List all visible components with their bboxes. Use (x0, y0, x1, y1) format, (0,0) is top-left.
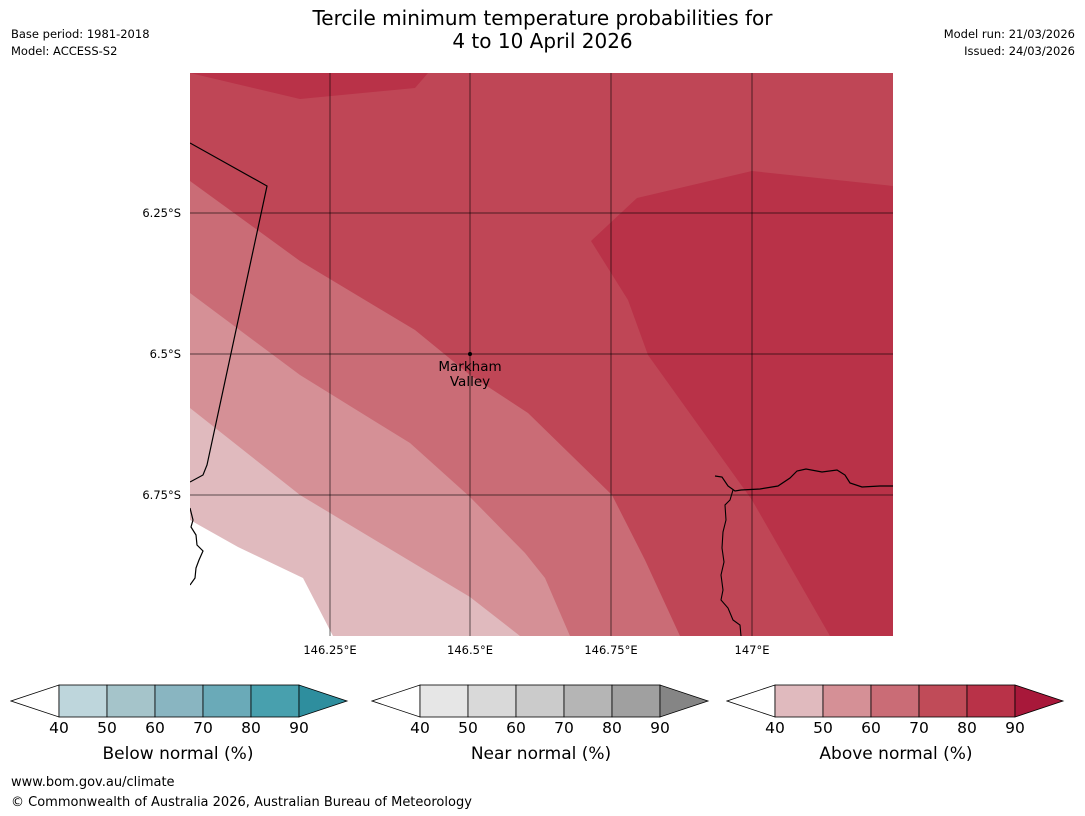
colorbar-segment (154, 684, 204, 718)
colorbar-max-extension (659, 684, 710, 718)
place-label-markham-valley: Markham Valley (420, 360, 520, 390)
colorbar-segment (774, 684, 824, 718)
tick-label: 40 (410, 719, 430, 737)
colorbar-min-extension (726, 684, 776, 718)
colorbar-min-extension (371, 684, 421, 718)
tick-label: 90 (289, 719, 309, 737)
tick-label: 80 (602, 719, 622, 737)
lon-label-4: 147°E (734, 643, 770, 657)
model-run: Model run: 21/03/2026 (943, 27, 1075, 41)
tick-label: 70 (554, 719, 574, 737)
colorbar-segment (563, 684, 613, 718)
base-period: Base period: 1981-2018 (11, 27, 150, 41)
tick-label: 50 (813, 719, 833, 737)
colorbar-segment (870, 684, 920, 718)
legend-near-label: Near normal (%) (470, 744, 612, 764)
place-label-line-2: Valley (449, 374, 491, 390)
meta-left: Base period: 1981-2018 Model: ACCESS-S2 (11, 26, 150, 60)
lat-label-2: 6.5°S (149, 347, 181, 361)
colorbar-segment (419, 684, 469, 718)
colorbar-segment (515, 684, 565, 718)
tick-label: 70 (909, 719, 929, 737)
colorbar-above (726, 684, 1065, 718)
colorbar-near (371, 684, 710, 718)
coastline-west (190, 507, 204, 586)
tick-label: 80 (241, 719, 261, 737)
zone-90-right (591, 171, 893, 636)
colorbar-segment (106, 684, 156, 718)
chart-title: Tercile minimum temperature probabilitie… (0, 7, 1085, 53)
tick-label: 60 (861, 719, 881, 737)
tick-label: 70 (193, 719, 213, 737)
colorbar-below (10, 684, 349, 718)
tick-label: 40 (49, 719, 69, 737)
town-marker (468, 352, 472, 356)
tick-label: 50 (458, 719, 478, 737)
title-line-1: Tercile minimum temperature probabilitie… (312, 6, 773, 30)
footer-copyright: © Commonwealth of Australia 2026, Austra… (11, 795, 472, 810)
tick-label: 40 (765, 719, 785, 737)
lat-label-3: 6.75°S (142, 488, 181, 502)
legend-above-label: Above normal (%) (819, 744, 973, 764)
colorbar-segment (822, 684, 872, 718)
issued-date: Issued: 24/03/2026 (964, 44, 1075, 58)
river-east (720, 489, 742, 636)
zone-90-top (190, 73, 428, 99)
footer-url[interactable]: www.bom.gov.au/climate (11, 775, 175, 790)
colorbar-segment (467, 684, 517, 718)
tick-label: 50 (97, 719, 117, 737)
lon-label-2: 146.5°E (447, 643, 493, 657)
tick-label: 60 (145, 719, 165, 737)
colorbar-segment (966, 684, 1016, 718)
tick-label: 90 (650, 719, 670, 737)
coastline-east (714, 468, 893, 492)
title-line-2: 4 to 10 April 2026 (452, 29, 633, 53)
lon-label-3: 146.75°E (584, 643, 638, 657)
colorbar-segment (202, 684, 252, 718)
model-name: Model: ACCESS-S2 (11, 44, 118, 58)
lon-label-1: 146.25°E (303, 643, 357, 657)
colorbar-segment (250, 684, 300, 718)
colorbar-max-extension (1014, 684, 1065, 718)
province-boundary (190, 142, 268, 483)
zone-below-40 (190, 520, 333, 636)
colorbar-min-extension (10, 684, 60, 718)
meta-right: Model run: 21/03/2026 Issued: 24/03/2026 (944, 26, 1075, 60)
colorbar-max-extension (298, 684, 349, 718)
place-label-line-1: Markham (438, 359, 502, 375)
tick-label: 90 (1005, 719, 1025, 737)
legend-below-label: Below normal (%) (102, 744, 254, 764)
colorbar-segment (918, 684, 968, 718)
lat-label-1: 6.25°S (142, 206, 181, 220)
colorbar-segment (611, 684, 661, 718)
tick-label: 60 (506, 719, 526, 737)
tick-label: 80 (957, 719, 977, 737)
colorbar-segment (58, 684, 108, 718)
